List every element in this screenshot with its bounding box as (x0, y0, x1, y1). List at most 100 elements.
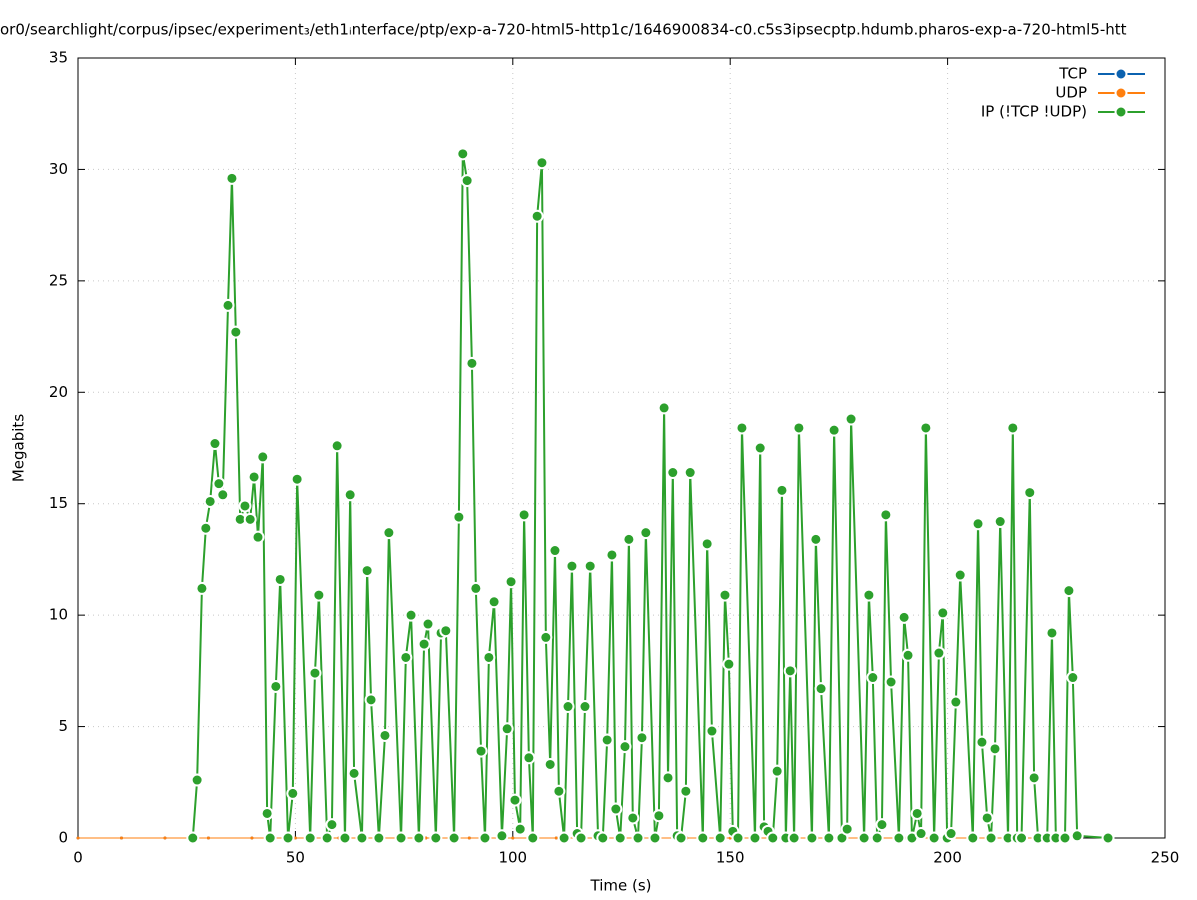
data-point (186, 831, 200, 845)
data-point (469, 581, 483, 595)
data-point (805, 831, 819, 845)
data-point (1101, 831, 1115, 845)
data-point (465, 356, 479, 370)
data-point (355, 831, 369, 845)
data-point (1006, 421, 1020, 435)
data-point (439, 624, 453, 638)
data-point (666, 466, 680, 480)
data-point (748, 831, 762, 845)
data-point (783, 664, 797, 678)
data-point (674, 831, 688, 845)
x-tick-label: 150 (716, 849, 745, 867)
data-point (308, 666, 322, 680)
data-point (722, 657, 736, 671)
data-point (822, 831, 836, 845)
data-point (360, 564, 374, 578)
data-point (190, 773, 204, 787)
data-point (652, 809, 666, 823)
data-point (447, 831, 461, 845)
data-point (944, 827, 958, 841)
data-point (474, 744, 488, 758)
data-point (635, 731, 649, 745)
data-point (1070, 829, 1084, 843)
data-point (735, 421, 749, 435)
y-tick-label: 35 (49, 49, 68, 67)
data-point (260, 806, 274, 820)
data-point (281, 831, 295, 845)
y-tick-label: 0 (58, 829, 68, 847)
legend-label: IP (!TCP !UDP) (981, 103, 1087, 121)
data-point (487, 595, 501, 609)
x-tick-label: 0 (73, 849, 83, 867)
data-point (919, 421, 933, 435)
data-point (372, 831, 386, 845)
data-point (622, 532, 636, 546)
data-point (417, 637, 431, 651)
data-point (312, 588, 326, 602)
data-point (399, 650, 413, 664)
data-point (618, 740, 632, 754)
data-point (1015, 831, 1029, 845)
data-point (1023, 486, 1037, 500)
y-tick-label: 15 (49, 494, 68, 512)
data-point (984, 831, 998, 845)
data-point (700, 537, 714, 551)
data-point (330, 439, 344, 453)
data-point (844, 412, 858, 426)
data-point (753, 441, 767, 455)
data-point (404, 608, 418, 622)
data-point (478, 831, 492, 845)
data-point (966, 831, 980, 845)
data-point (875, 818, 889, 832)
legend-marker (1114, 67, 1128, 81)
x-tick-label: 100 (498, 849, 527, 867)
data-point (412, 831, 426, 845)
data-point (679, 784, 693, 798)
data-point (605, 548, 619, 562)
data-point (866, 671, 880, 685)
data-point (530, 209, 544, 223)
data-point (382, 526, 396, 540)
data-point (766, 831, 780, 845)
legend-label: TCP (1058, 65, 1087, 83)
data-point (657, 401, 671, 415)
data-point (975, 735, 989, 749)
data-point (1062, 584, 1076, 598)
data-point (1027, 771, 1041, 785)
data-point (775, 483, 789, 497)
data-point (247, 470, 261, 484)
data-point (862, 588, 876, 602)
data-point (661, 771, 675, 785)
y-tick-label: 30 (49, 160, 68, 178)
data-point (269, 679, 283, 693)
data-point (460, 174, 474, 188)
data-point (787, 831, 801, 845)
data-point (256, 450, 270, 464)
data-point (250, 836, 254, 840)
y-tick-label: 25 (49, 271, 68, 289)
data-point (467, 836, 471, 840)
data-point (932, 646, 946, 660)
data-point (206, 836, 210, 840)
data-point (203, 494, 217, 508)
data-point (993, 515, 1007, 529)
data-point (199, 521, 213, 535)
x-tick-label: 50 (286, 849, 305, 867)
data-point (378, 728, 392, 742)
data-point (495, 829, 509, 843)
data-point (273, 572, 287, 586)
data-point (517, 508, 531, 522)
data-point (897, 610, 911, 624)
data-point (565, 559, 579, 573)
data-point (251, 530, 265, 544)
plot-frame (77, 57, 1166, 839)
data-point (980, 811, 994, 825)
data-point (347, 766, 361, 780)
data-point (535, 156, 549, 170)
data-point (1066, 671, 1080, 685)
data-point (225, 171, 239, 185)
data-point (1045, 626, 1059, 640)
data-point (901, 648, 915, 662)
